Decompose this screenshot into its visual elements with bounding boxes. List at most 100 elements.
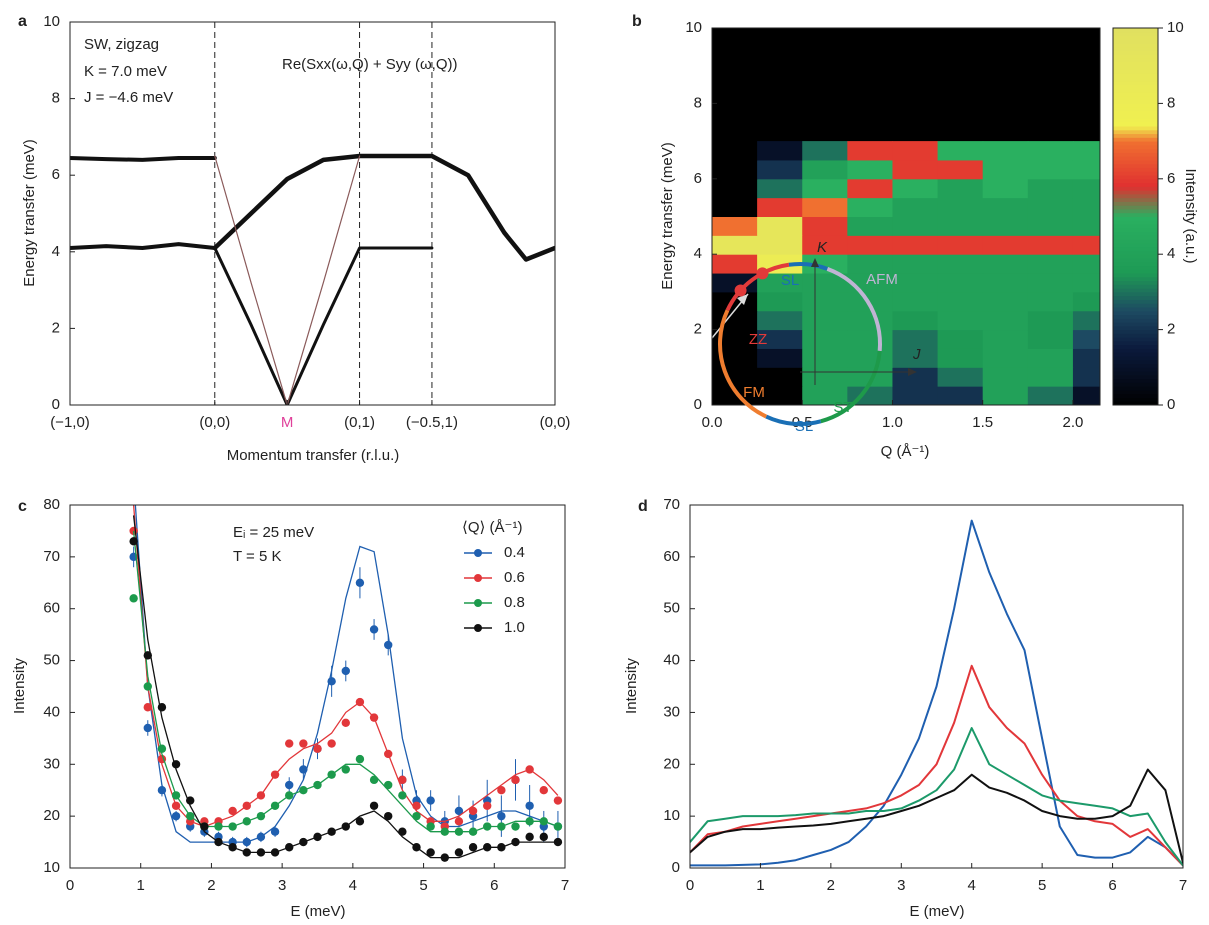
heat-cell — [757, 386, 803, 405]
heat-cell — [802, 348, 848, 368]
y-tick-label: 40 — [43, 703, 60, 720]
colorbar-segment — [1113, 393, 1158, 398]
legend-label: 0.6 — [504, 569, 525, 586]
colorbar-segment — [1113, 261, 1158, 267]
colorbar-segment — [1113, 107, 1158, 112]
data-point — [355, 578, 365, 587]
heat-cell — [982, 348, 1029, 368]
data-point — [440, 853, 449, 862]
colorbar-segment — [1113, 190, 1158, 195]
phase-dot — [756, 267, 769, 280]
y-axis-label: Intensity — [623, 658, 640, 714]
x-tick-label: 7 — [561, 877, 569, 894]
heat-cell — [1072, 254, 1100, 274]
heat-cell — [802, 310, 848, 331]
annotation: Eᵢ = 25 meV — [233, 524, 314, 541]
x-tick-label: 3 — [278, 877, 286, 894]
y-tick-label: 40 — [663, 652, 680, 669]
colorbar-segment — [1113, 401, 1158, 406]
data-point — [497, 843, 506, 852]
annotation: SW, zigzag — [84, 36, 159, 53]
heat-cell — [712, 273, 758, 293]
colorbar-segment — [1113, 306, 1158, 312]
heat-cell — [847, 141, 893, 161]
fit-line — [132, 515, 558, 859]
heat-cell — [802, 329, 848, 349]
heat-cell — [982, 141, 1029, 161]
heat-cell — [1027, 310, 1074, 331]
heat-cell — [1072, 273, 1100, 293]
heat-cell — [712, 216, 758, 236]
colorbar-segment — [1113, 299, 1158, 304]
phase-arc — [826, 266, 882, 352]
data-point — [468, 806, 478, 816]
heat-cell — [1027, 159, 1074, 180]
legend-label: 0.4 — [504, 544, 525, 561]
panel-letter: b — [632, 13, 642, 30]
phase-arc — [788, 262, 829, 271]
y-tick-label: 0 — [672, 859, 680, 876]
data-point — [426, 848, 435, 857]
data-point — [186, 796, 195, 805]
data-point — [355, 697, 365, 707]
heat-cell — [712, 386, 758, 405]
heat-cell — [1072, 141, 1100, 161]
legend-label: 0.8 — [504, 594, 525, 611]
x-tick-label: (−1,0) — [50, 414, 90, 431]
heat-cell — [892, 291, 939, 312]
heat-cell — [892, 254, 939, 274]
data-point — [285, 739, 294, 748]
colorbar-segment — [1113, 280, 1158, 285]
data-point — [341, 765, 350, 774]
heat-cell — [892, 310, 939, 331]
colorbar-segment — [1113, 329, 1158, 334]
heat-cell — [847, 235, 893, 255]
data-point — [511, 775, 520, 785]
data-point — [341, 822, 350, 831]
arrow-head — [737, 294, 748, 305]
data-point — [539, 817, 548, 826]
colorbar-segment — [1113, 374, 1158, 380]
colorbar-segment — [1113, 144, 1158, 150]
heat-cell — [802, 254, 848, 274]
colorbar-segment — [1113, 224, 1158, 229]
colorbar-segment — [1113, 137, 1158, 142]
data-point — [157, 744, 167, 753]
x-tick-label: 7 — [1179, 877, 1187, 894]
data-point — [497, 822, 506, 831]
x-tick-label: 1 — [137, 877, 145, 894]
plot-area — [690, 519, 1183, 867]
y-tick-label: 10 — [663, 807, 680, 824]
x-tick-label: 3 — [897, 877, 905, 894]
heat-cell — [757, 216, 803, 236]
y-tick-label: 30 — [43, 755, 60, 772]
y-tick-label: 6 — [694, 170, 702, 187]
colorbar-segment — [1113, 84, 1158, 89]
heat-cell — [1027, 291, 1074, 312]
colorbar-segment — [1113, 201, 1158, 206]
colorbar-segment — [1113, 378, 1158, 383]
colorbar-segment — [1113, 254, 1158, 259]
data-point — [200, 822, 209, 831]
colorbar-segment — [1113, 77, 1158, 82]
colorbar-segment — [1113, 118, 1158, 123]
heat-cell — [937, 329, 984, 349]
colorbar-segment — [1113, 95, 1158, 101]
y-tick-label: 60 — [663, 548, 680, 565]
heat-cell — [847, 216, 893, 236]
colorbar-segment — [1113, 186, 1158, 191]
data-point — [355, 754, 365, 764]
data-point — [214, 822, 223, 831]
data-point — [341, 666, 350, 676]
data-point — [256, 832, 266, 842]
colorbar-segment — [1113, 31, 1158, 37]
x-tick-label: (0,0) — [199, 414, 230, 431]
data-point — [270, 827, 280, 836]
colorbar-segment — [1113, 205, 1158, 210]
colorbar-segment — [1113, 348, 1158, 353]
colorbar-segment — [1113, 50, 1158, 55]
heat-cell — [757, 291, 803, 312]
data-point — [285, 791, 294, 800]
heat-cell — [802, 141, 848, 161]
data-point — [228, 843, 237, 852]
